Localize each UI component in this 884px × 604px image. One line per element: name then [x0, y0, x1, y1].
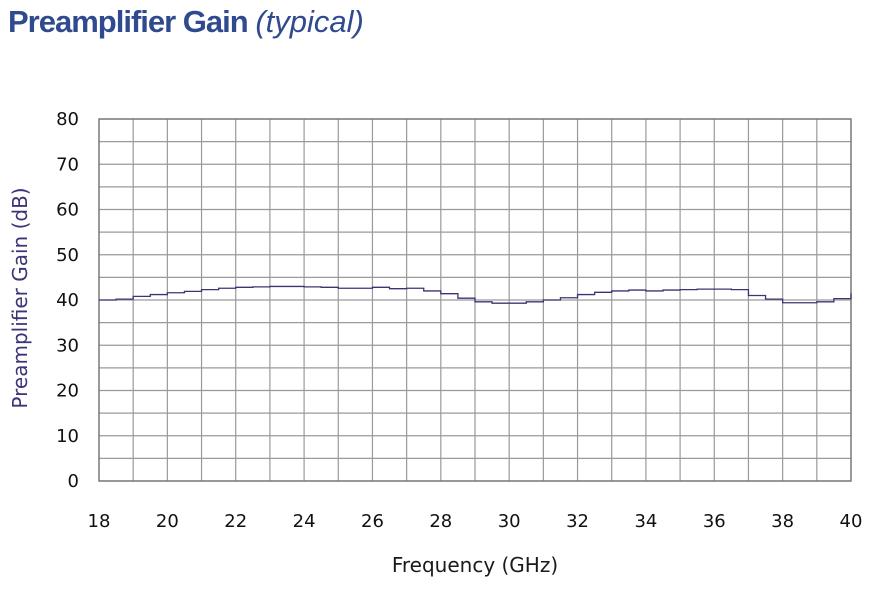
- y-tick-label: 10: [56, 426, 79, 447]
- x-tick-label: 32: [566, 511, 589, 532]
- chart-title-main: Preamplifier Gain: [8, 4, 249, 39]
- x-tick-labels: 18 20 22 24 26 28 30 32 34 36 38 40: [88, 511, 863, 532]
- x-tick-label: 34: [634, 511, 657, 532]
- x-axis-label: Frequency (GHz): [392, 553, 558, 577]
- y-tick-label: 0: [68, 471, 79, 492]
- y-tick-label: 20: [56, 381, 79, 402]
- x-tick-label: 22: [224, 511, 247, 532]
- chart-title-sub: (typical): [255, 4, 364, 39]
- x-tick-label: 30: [498, 511, 521, 532]
- x-tick-label: 38: [771, 511, 794, 532]
- y-tick-label: 60: [56, 200, 79, 221]
- y-tick-labels: 0 10 20 30 40 50 60 70 80: [56, 109, 79, 492]
- x-tick-label: 36: [703, 511, 726, 532]
- series-line: [99, 285, 852, 304]
- chart-title: Preamplifier Gain (typical): [8, 4, 364, 40]
- x-tick-label: 40: [840, 511, 863, 532]
- x-tick-label: 24: [293, 511, 316, 532]
- x-tick-label: 26: [361, 511, 384, 532]
- y-tick-label: 40: [56, 290, 79, 311]
- x-tick-label: 18: [88, 511, 111, 532]
- y-tick-label: 70: [56, 154, 79, 175]
- x-tick-label: 20: [156, 511, 179, 532]
- y-tick-label: 30: [56, 335, 79, 356]
- y-tick-label: 50: [56, 245, 79, 266]
- chart-grid: [98, 118, 852, 482]
- y-axis-label: Preamplifier Gain (dB): [8, 187, 32, 408]
- y-tick-label: 80: [56, 109, 79, 130]
- x-tick-label: 28: [429, 511, 452, 532]
- series-group: [99, 285, 852, 304]
